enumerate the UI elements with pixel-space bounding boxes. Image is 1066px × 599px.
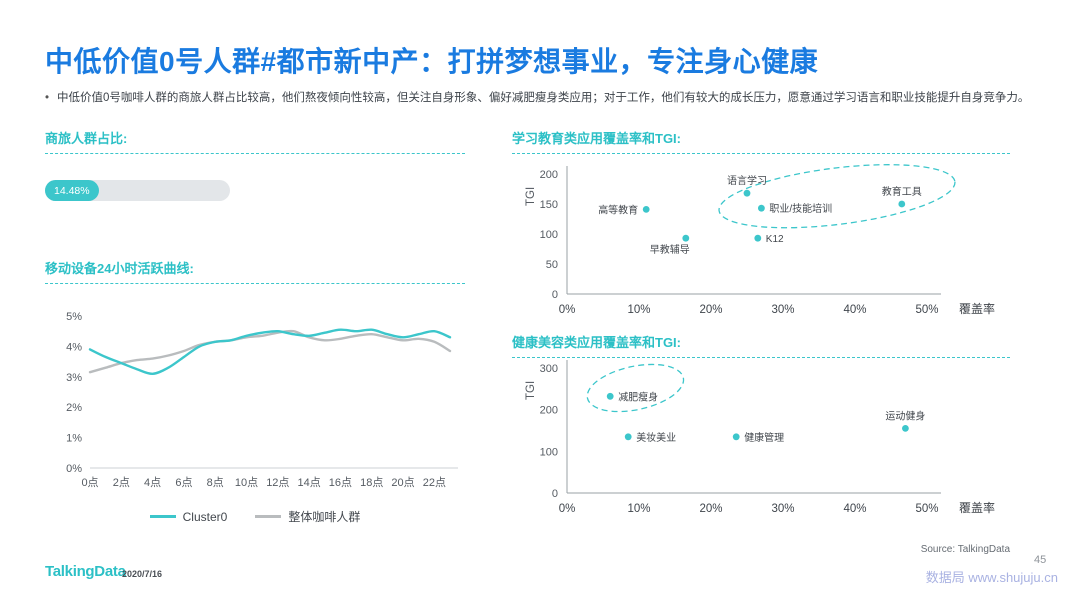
x-tick-label: 0点 [81,476,98,489]
y-tick-label: 100 [540,446,558,458]
x-tick-label: 10% [627,503,650,515]
scatter-point-label: 运动健身 [885,409,925,422]
scatter-point-label: 语言学习 [727,174,767,187]
section-header-health-apps: 健康美容类应用覆盖率和TGI: [512,332,1010,358]
summary-bullet: • 中低价值0号咖啡人群的商旅人群占比较高，他们熬夜倾向性较高，但关注自身形象、… [45,90,1030,108]
talkingdata-logo: TalkingData [45,563,126,580]
x-tick-label: 18点 [360,476,383,489]
y-tick-label: 0% [66,463,82,475]
x-tick-label: 4点 [144,476,161,489]
scatter-point-label: 健康管理 [744,431,784,444]
y-axis-title: TGI [525,187,537,206]
scatter-point-K12 [754,234,762,242]
x-tick-label: 30% [771,304,794,316]
x-tick-label: 20% [699,304,722,316]
legend-item-cluster0: Cluster0 [149,509,228,524]
x-tick-label: 40% [843,304,866,316]
scatter-point-教育工具 [898,200,906,208]
series-line-整体咖啡人群 [88,329,452,374]
y-axis-title: TGI [525,381,537,400]
y-tick-label: 0 [552,488,558,500]
section-label: 商旅人群占比: [45,131,128,146]
business-ratio-bar-fill: 14.48% [45,180,99,201]
y-tick-label: 50 [546,259,558,271]
x-tick-label: 20点 [391,476,414,489]
y-tick-label: 300 [540,363,558,375]
scatter-point-高等教育 [642,206,650,213]
watermark: 数据局 www.shujuju.cn [925,570,1058,585]
scatter-point-减肥瘦身 [606,392,614,400]
section-header-business-ratio: 商旅人群占比: [45,128,465,154]
scatter-point-label: 早教辅导 [650,243,690,256]
x-tick-label: 22点 [423,476,446,489]
line-chart-legend: Cluster0 整体咖啡人群 [45,508,465,525]
legend-swatch-cluster0 [149,515,176,518]
y-tick-label: 100 [540,229,558,241]
edu-apps-scatter-chart: TGI 0 50 100 150 200 0% 10% 20% 30% 40% 50% 覆盖率 高等教育 语… [525,164,995,316]
source-note: Source: TalkingData [920,544,1010,555]
business-ratio-bar-track: 14.48% [45,180,230,201]
scatter-point-label: K12 [766,234,784,245]
x-tick-label: 30% [771,503,794,515]
x-tick-label: 10% [627,304,650,316]
x-tick-label: 50% [915,304,938,316]
highlight-ellipse [586,363,685,413]
legend-label-cluster0: Cluster0 [182,509,228,524]
scatter-point-美妆美业 [624,433,632,441]
x-tick-label: 8点 [207,476,224,489]
summary-text: 中低价值0号咖啡人群的商旅人群占比较高，他们熬夜倾向性较高，但关注自身形象、偏好… [57,92,1030,104]
section-label: 移动设备24小时活跃曲线: [45,261,194,276]
section-header-activity-curve: 移动设备24小时活跃曲线: [45,258,465,284]
page-title: 中低价值0号人群#都市新中产：打拼梦想事业，专注身心健康 [45,46,819,77]
scatter-point-label: 减肥瘦身 [618,390,658,403]
x-tick-label: 10点 [235,476,258,489]
x-tick-label: 14点 [298,476,321,489]
x-tick-label: 40% [843,503,866,515]
x-tick-label: 12点 [266,476,289,489]
activity-line-chart: 0% 1% 2% 3% 4% 5% 0点 2点 4点 6点 8点 10点 12点 14点 16点 18点 20点… [66,311,458,489]
scatter-point-职业/技能培训 [758,204,765,212]
y-tick-label: 4% [66,341,82,353]
x-tick-label: 50% [915,503,938,515]
footer-date: 2020/7/16 [122,569,163,579]
page-number: 45 [1034,554,1047,566]
scatter-point-运动健身 [902,425,909,432]
scatter-point-语言学习 [743,189,751,197]
y-tick-label: 3% [66,372,82,384]
legend-label-overall: 整体咖啡人群 [288,510,361,524]
legend-item-overall: 整体咖啡人群 [255,508,360,525]
x-tick-label: 0% [559,304,576,316]
x-axis-title: 覆盖率 [959,301,995,316]
x-axis-title: 覆盖率 [959,500,995,515]
y-tick-label: 2% [66,402,82,414]
x-tick-label: 16点 [329,476,352,489]
x-tick-label: 0% [559,503,576,515]
y-tick-label: 200 [540,169,558,181]
health-apps-scatter-chart: TGI 0 100 200 300 0% 10% 20% 30% 40% 50% 覆盖率 减肥瘦身美妆美… [525,360,995,515]
y-tick-label: 5% [66,311,82,323]
scatter-point-label: 美妆美业 [636,431,676,444]
y-tick-label: 0 [552,289,558,301]
scatter-point-label: 职业/技能培训 [769,202,832,215]
y-tick-label: 150 [540,199,558,211]
business-ratio-value: 14.48% [54,184,90,197]
section-label: 学习教育类应用覆盖率和TGI: [512,131,681,146]
legend-swatch-overall [255,515,282,518]
y-tick-label: 200 [540,405,558,417]
bullet-marker: • [45,92,50,104]
x-tick-label: 20% [699,503,722,515]
scatter-point-label: 高等教育 [598,203,638,216]
scatter-point-早教辅导 [682,234,690,242]
x-tick-label: 6点 [175,476,192,489]
highlight-ellipse [718,164,956,229]
section-label: 健康美容类应用覆盖率和TGI: [512,335,681,350]
x-tick-label: 2点 [113,476,130,489]
y-tick-label: 1% [66,433,82,445]
series-line-Cluster0 [88,328,452,375]
scatter-point-健康管理 [732,433,740,441]
section-header-edu-apps: 学习教育类应用覆盖率和TGI: [512,128,1010,154]
scatter-point-label: 教育工具 [882,185,922,198]
